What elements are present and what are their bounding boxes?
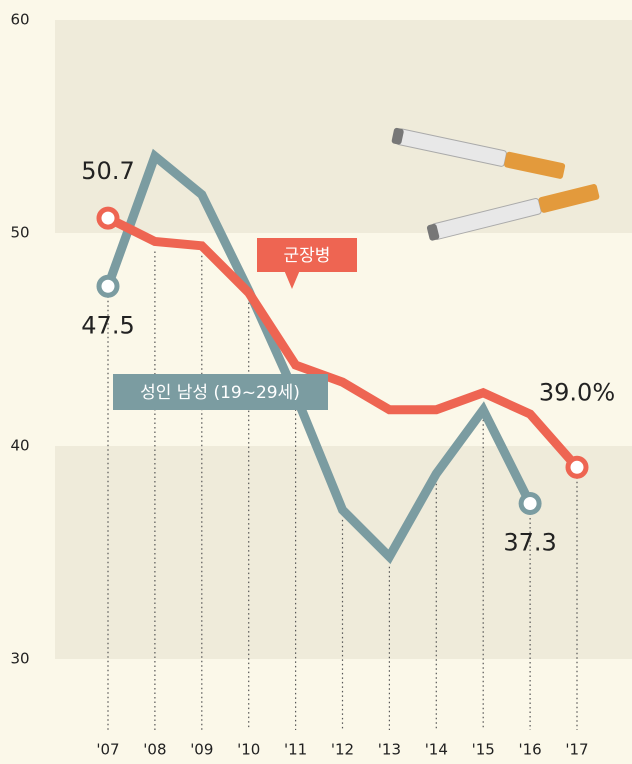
callout-tail: [284, 270, 300, 289]
end-marker: [99, 277, 117, 295]
x-tick-label: '17: [565, 741, 588, 759]
value-label: 39.0%: [539, 378, 615, 406]
y-tick-label: 40: [10, 437, 29, 455]
y-tick-label: 60: [10, 11, 29, 29]
x-tick-label: '14: [425, 741, 448, 759]
x-tick-label: '16: [518, 741, 541, 759]
legend-label: 성인 남성 (19~29세): [140, 383, 300, 403]
x-tick-label: '07: [96, 741, 119, 759]
x-tick-label: '09: [190, 741, 213, 759]
page: {"chart_data": {"type": "line", "categor…: [0, 0, 632, 764]
end-marker: [99, 209, 117, 227]
y-tick-label: 50: [10, 224, 29, 242]
x-tick-label: '15: [472, 741, 495, 759]
legend-label: 군장병: [284, 246, 331, 266]
x-tick-label: '11: [284, 741, 307, 759]
bands: [55, 20, 632, 659]
end-marker: [568, 458, 586, 476]
value-label: 50.7: [81, 157, 134, 185]
chart: 30 40 50 60 '07 '08 '09 '10 '11 '12 '13 '14 '15 '16 '1…: [0, 0, 632, 764]
x-tick-label: '12: [331, 741, 354, 759]
value-label: 37.3: [503, 529, 556, 557]
end-marker: [521, 495, 539, 513]
x-tick-label: '13: [378, 741, 401, 759]
x-tick-label: '08: [143, 741, 166, 759]
y-tick-label: 30: [10, 650, 29, 668]
x-tick-label: '10: [237, 741, 260, 759]
value-label: 47.5: [81, 311, 134, 339]
